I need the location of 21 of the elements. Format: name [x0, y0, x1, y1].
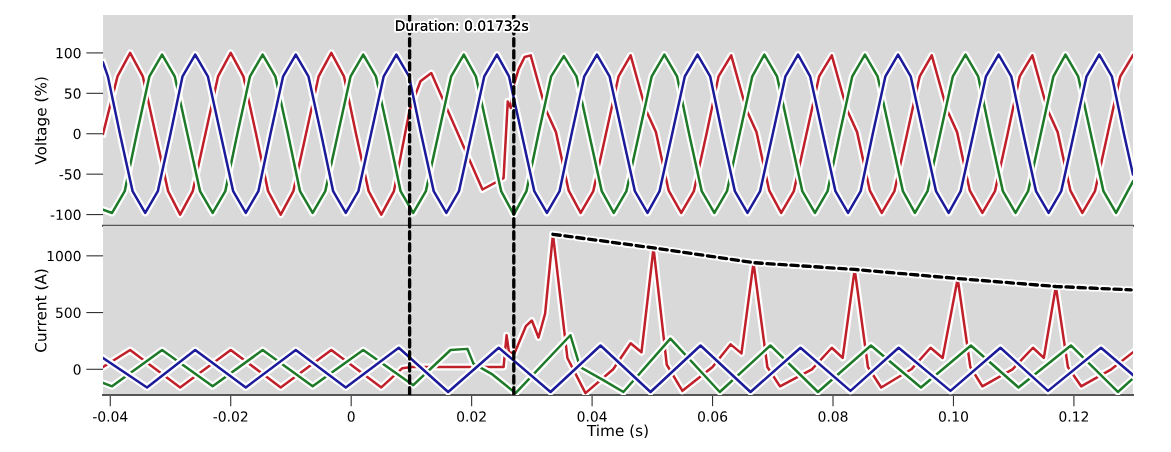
y-tick-label: 1000	[47, 250, 81, 262]
x-tick-label: 0.06	[698, 411, 728, 422]
x-tick-label: -0.04	[92, 411, 128, 422]
x-tick-label: 0.04	[577, 411, 607, 422]
y-tick-label: 100	[56, 47, 81, 59]
y-tick-label: 50	[64, 88, 81, 99]
y-axis-title: Current (A)	[34, 269, 49, 352]
y-tick-label: 0	[73, 128, 81, 140]
x-tick-label: 0.08	[818, 411, 848, 422]
y-tick-label: 0	[73, 364, 81, 375]
y-tick-label: -50	[59, 169, 81, 180]
x-tick-label: 0	[347, 411, 355, 422]
x-tick-label: -0.02	[213, 411, 248, 422]
x-axis-title: Time (s)	[586, 424, 648, 439]
y-axis-title: Voltage (%)	[34, 77, 50, 165]
annotation: Duration: 0.01732s	[396, 20, 529, 31]
y-tick-label: -100	[50, 209, 81, 221]
x-tick-label: 0.10	[938, 411, 968, 422]
y-tick-label: 500	[56, 307, 81, 319]
x-tick-label: 0.12	[1059, 411, 1088, 422]
x-tick-label: 0.02	[457, 411, 486, 422]
